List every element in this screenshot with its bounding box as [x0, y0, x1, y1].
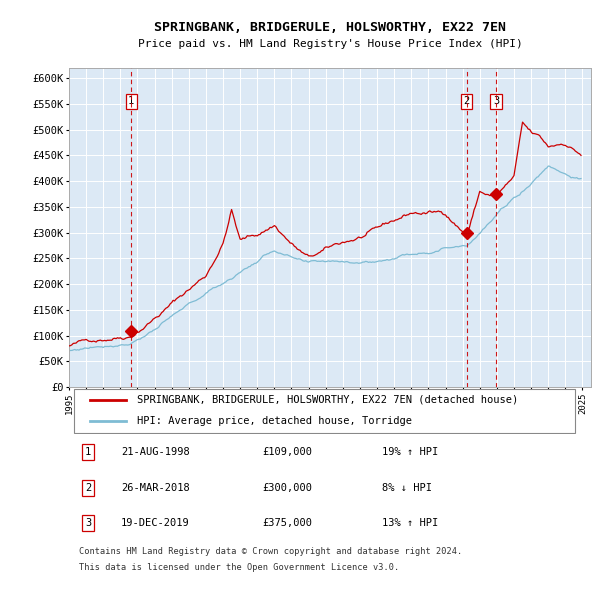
Text: 26-MAR-2018: 26-MAR-2018: [121, 483, 190, 493]
Text: £375,000: £375,000: [262, 519, 312, 529]
Text: Contains HM Land Registry data © Crown copyright and database right 2024.: Contains HM Land Registry data © Crown c…: [79, 546, 463, 556]
Text: HPI: Average price, detached house, Torridge: HPI: Average price, detached house, Torr…: [137, 417, 412, 427]
Text: 1: 1: [85, 447, 91, 457]
Text: 3: 3: [493, 96, 499, 106]
Text: 8% ↓ HPI: 8% ↓ HPI: [382, 483, 432, 493]
Text: 3: 3: [85, 519, 91, 529]
Text: £109,000: £109,000: [262, 447, 312, 457]
Text: 19-DEC-2019: 19-DEC-2019: [121, 519, 190, 529]
Text: SPRINGBANK, BRIDGERULE, HOLSWORTHY, EX22 7EN (detached house): SPRINGBANK, BRIDGERULE, HOLSWORTHY, EX22…: [137, 395, 518, 405]
Text: 2: 2: [463, 96, 470, 106]
Text: SPRINGBANK, BRIDGERULE, HOLSWORTHY, EX22 7EN: SPRINGBANK, BRIDGERULE, HOLSWORTHY, EX22…: [154, 21, 506, 34]
FancyBboxPatch shape: [74, 389, 575, 432]
Text: 21-AUG-1998: 21-AUG-1998: [121, 447, 190, 457]
Text: 2: 2: [85, 483, 91, 493]
Text: This data is licensed under the Open Government Licence v3.0.: This data is licensed under the Open Gov…: [79, 563, 400, 572]
Text: £300,000: £300,000: [262, 483, 312, 493]
Text: 13% ↑ HPI: 13% ↑ HPI: [382, 519, 439, 529]
Text: 19% ↑ HPI: 19% ↑ HPI: [382, 447, 439, 457]
Text: 1: 1: [128, 96, 134, 106]
Text: Price paid vs. HM Land Registry's House Price Index (HPI): Price paid vs. HM Land Registry's House …: [137, 39, 523, 48]
